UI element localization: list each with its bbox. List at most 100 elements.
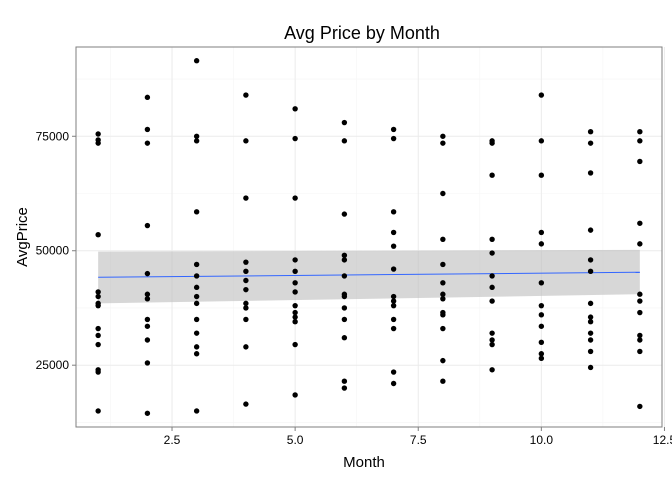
x-tick-label: 2.5: [164, 433, 181, 447]
data-point: [243, 138, 249, 144]
data-point: [243, 92, 249, 98]
data-point: [587, 227, 594, 233]
data-point: [193, 273, 200, 279]
smooth-line-layer: [98, 271, 640, 278]
data-point: [95, 325, 101, 332]
data-point: [95, 408, 101, 414]
data-point: [440, 280, 446, 286]
data-point: [637, 403, 643, 410]
data-point: [95, 341, 101, 348]
data-point: [587, 128, 594, 135]
y-tick-label: 25000: [36, 358, 70, 372]
data-point: [440, 261, 446, 268]
data-point: [341, 252, 348, 259]
data-point: [637, 138, 643, 144]
data-point: [193, 351, 200, 357]
data-point: [489, 330, 495, 336]
data-point: [489, 140, 495, 146]
data-point: [489, 273, 495, 279]
data-point: [587, 364, 594, 371]
data-point: [341, 305, 348, 311]
data-point: [292, 314, 298, 320]
data-point: [440, 312, 446, 318]
data-point: [489, 298, 495, 304]
data-point: [587, 140, 594, 146]
axis-layer: 2.5 5.0 7.5 10.0 12.5 25000 50000 75000: [36, 129, 672, 447]
data-point: [292, 289, 298, 295]
data-point: [587, 330, 594, 336]
data-point: [489, 284, 495, 291]
data-point: [193, 284, 200, 291]
plot-panel-border: [75, 46, 663, 428]
data-point: [538, 355, 545, 362]
data-point: [292, 106, 298, 112]
data-point: [292, 302, 298, 309]
data-point: [538, 92, 545, 98]
data-point: [637, 241, 643, 247]
data-point: [440, 296, 446, 302]
data-point: [95, 289, 101, 295]
data-point: [95, 131, 101, 137]
data-point: [440, 291, 446, 297]
data-point: [144, 140, 151, 146]
data-point: [440, 236, 446, 242]
data-point: [292, 309, 298, 316]
data-point: [390, 316, 397, 323]
data-point: [341, 378, 348, 384]
x-tick-label: 10.0: [530, 433, 554, 447]
data-point: [193, 300, 200, 307]
data-point: [341, 211, 348, 217]
data-point: [292, 341, 298, 348]
data-point: [341, 257, 348, 263]
data-point: [341, 138, 348, 144]
points-layer: [95, 58, 643, 416]
data-point: [292, 280, 298, 286]
data-point: [587, 257, 594, 263]
data-point: [637, 332, 643, 339]
data-point: [538, 280, 545, 286]
data-point: [538, 229, 545, 236]
data-point: [144, 126, 151, 133]
data-point: [587, 348, 594, 355]
data-point: [341, 119, 348, 126]
data-point: [144, 291, 151, 297]
data-point: [440, 378, 446, 384]
data-point: [489, 367, 495, 373]
data-point: [144, 94, 151, 101]
data-point: [95, 232, 101, 238]
data-point: [637, 128, 643, 135]
y-tick-label: 50000: [36, 244, 70, 258]
data-point: [489, 250, 495, 256]
data-point: [538, 241, 545, 247]
data-point: [587, 300, 594, 307]
data-point: [95, 302, 101, 309]
data-point: [292, 135, 298, 142]
data-point: [95, 332, 101, 339]
data-point: [243, 401, 249, 407]
data-point: [440, 190, 446, 197]
y-axis-label: AvgPrice: [14, 207, 31, 267]
x-tick-label: 12.5: [653, 433, 672, 447]
data-point: [390, 380, 397, 387]
data-point: [341, 293, 348, 300]
data-point: [95, 369, 101, 375]
x-tick-label: 7.5: [410, 433, 427, 447]
data-point: [193, 408, 200, 414]
data-point: [637, 158, 643, 165]
smooth-trend-line: [98, 271, 640, 278]
data-point: [292, 318, 298, 325]
x-axis-label: Month: [343, 454, 385, 471]
data-point: [193, 138, 200, 144]
data-point: [587, 337, 594, 343]
data-point: [193, 316, 200, 323]
data-point: [587, 318, 594, 325]
data-point: [193, 293, 200, 300]
data-point: [390, 126, 397, 133]
data-point: [637, 348, 643, 355]
data-point: [637, 309, 643, 316]
data-point: [538, 302, 545, 309]
y-tick-label: 75000: [36, 129, 70, 143]
data-point: [243, 305, 249, 311]
data-point: [144, 270, 151, 277]
data-point: [440, 140, 446, 146]
